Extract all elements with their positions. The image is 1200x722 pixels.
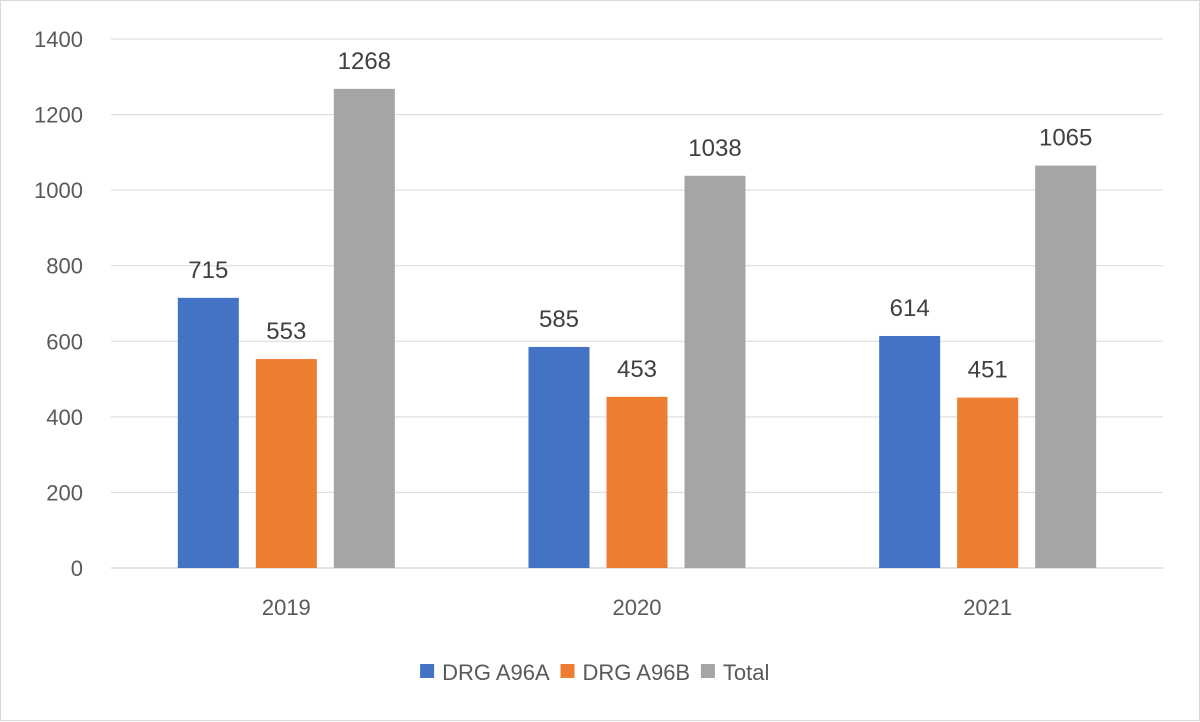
- data-label: 1065: [1039, 125, 1092, 152]
- data-label: 1038: [688, 135, 741, 162]
- bar-total-2021: [1035, 165, 1097, 568]
- legend-label: DRG A96B: [583, 660, 691, 685]
- bar-drg-a96a-2021: [879, 335, 941, 568]
- legend-label: DRG A96A: [442, 660, 550, 685]
- legend-swatch: [420, 664, 435, 678]
- legend-label: Total: [723, 660, 769, 685]
- x-tick-label: 2019: [262, 595, 311, 620]
- data-label: 585: [539, 306, 579, 333]
- bar-drg-a96b-2021: [957, 397, 1019, 568]
- data-label: 1268: [338, 48, 391, 75]
- x-tick-label: 2020: [613, 595, 662, 620]
- legend-swatch: [700, 664, 715, 678]
- y-tick-label: 1200: [34, 103, 83, 128]
- data-label: 614: [890, 295, 930, 322]
- y-tick-label: 1400: [34, 27, 83, 52]
- bar-total-2019: [333, 88, 395, 569]
- bar-drg-a96b-2020: [606, 396, 668, 568]
- y-tick-label: 600: [46, 329, 83, 354]
- y-tick-label: 0: [71, 556, 83, 581]
- y-tick-label: 800: [46, 254, 83, 279]
- data-label: 453: [617, 356, 657, 383]
- data-label: 715: [188, 257, 228, 284]
- y-tick-label: 1000: [34, 178, 83, 203]
- x-tick-label: 2021: [963, 595, 1012, 620]
- legend-swatch: [560, 664, 575, 678]
- bar-total-2020: [684, 175, 746, 568]
- y-tick-label: 400: [46, 405, 83, 430]
- data-label: 553: [266, 318, 306, 345]
- data-label: 451: [968, 357, 1008, 384]
- bar-drg-a96a-2020: [528, 346, 590, 568]
- bar-drg-a96a-2019: [177, 297, 239, 568]
- bar-drg-a96b-2019: [255, 359, 317, 568]
- y-tick-label: 200: [46, 480, 83, 505]
